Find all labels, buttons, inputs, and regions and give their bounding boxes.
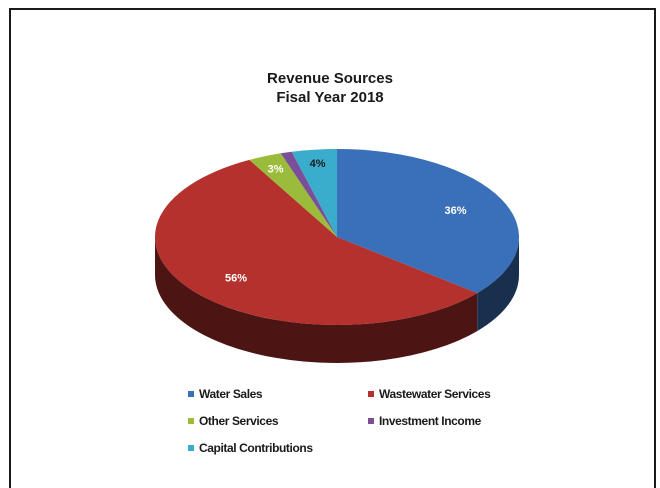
- legend-item-other-services: Other Services: [188, 414, 279, 428]
- data-label-capital-contributions: 4%: [310, 158, 326, 170]
- legend-swatch: [368, 418, 374, 424]
- chart-subtitle: Fisal Year 2018: [276, 89, 384, 106]
- data-label-other-services: 3%: [268, 163, 284, 175]
- legend-label: Other Services: [199, 414, 279, 428]
- pie-slice-capital-contributions: [291, 149, 337, 237]
- pie-slice-water-sales: [337, 149, 520, 294]
- legend-swatch: [188, 391, 194, 397]
- legend-swatch: [188, 445, 194, 451]
- pie-slice-investment-income: [280, 151, 337, 237]
- pie-side-wastewater-services: [155, 237, 478, 364]
- data-label-wastewater-services: 56%: [225, 272, 247, 284]
- legend-label: Capital Contributions: [199, 441, 313, 455]
- legend-label: Wastewater Services: [379, 387, 491, 401]
- legend-item-investment-income: Investment Income: [368, 414, 481, 428]
- legend-swatch: [188, 418, 194, 424]
- chart-title: Revenue Sources: [267, 70, 393, 87]
- legend-item-wastewater-services: Wastewater Services: [368, 387, 491, 401]
- legend-swatch: [368, 391, 374, 397]
- legend-label: Investment Income: [379, 414, 481, 428]
- legend-label: Water Sales: [199, 387, 263, 401]
- pie-slice-wastewater-services: [155, 159, 478, 326]
- data-label-water-sales: 36%: [445, 205, 467, 217]
- pie-slice-other-services: [249, 153, 337, 237]
- legend-item-capital-contributions: Capital Contributions: [188, 441, 313, 455]
- pie-side-water-sales: [477, 237, 520, 332]
- legend-item-water-sales: Water Sales: [188, 387, 263, 401]
